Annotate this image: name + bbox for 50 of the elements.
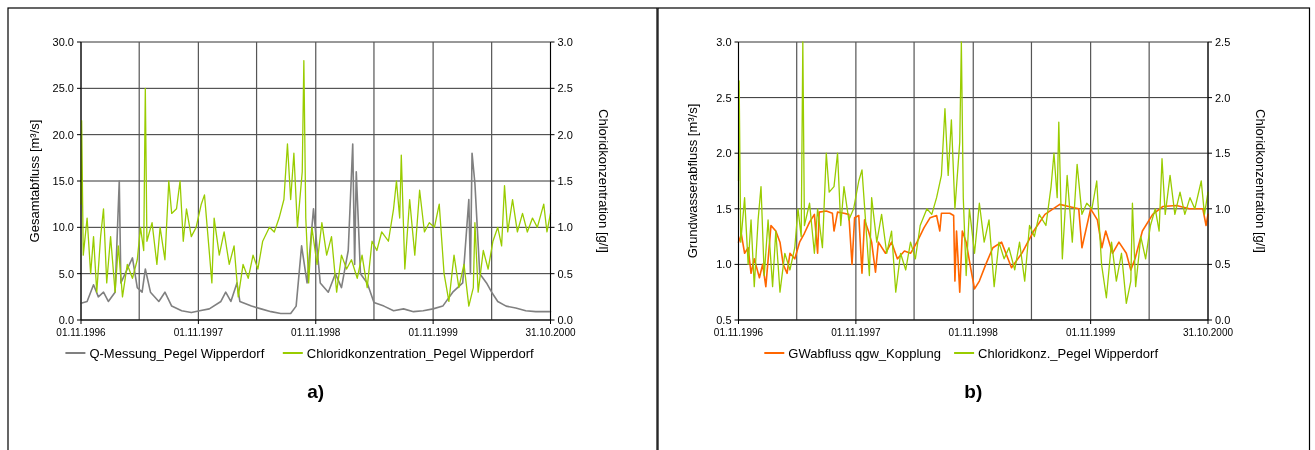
y2-tick-label: 1.0 [1215, 202, 1231, 215]
x-tick-label: 01.11.1998 [948, 327, 999, 338]
y-axis-title: Grundwasserabfluss [m³/s] [684, 103, 700, 259]
y2-tick-label: 0.5 [1215, 258, 1231, 271]
line-series [737, 203, 1209, 293]
y-tick-label: 10.0 [52, 221, 74, 234]
line-series [737, 41, 1209, 304]
y2-tick-label: 2.0 [1215, 91, 1231, 104]
y-tick-label: 1.5 [716, 202, 732, 215]
y2-tick-label: 2.5 [1215, 36, 1231, 48]
x-tick-label: 01.11.1999 [408, 327, 459, 338]
y2-tick-label: 0.0 [557, 314, 573, 326]
y2-tick-label: 1.5 [557, 175, 573, 187]
y-axis-title: Gesamtabfluss [m³/s] [27, 119, 42, 243]
y-tick-label: 15.0 [52, 175, 74, 187]
legend-label: GWabfluss qgw_Kopplung [788, 346, 942, 361]
y-tick-label: 3.0 [716, 36, 732, 48]
y2-tick-label: 3.0 [557, 36, 573, 48]
x-tick-label: 31.10.2000 [525, 327, 576, 338]
legend-label: Chloridkonz._Pegel Wipperdorf [978, 346, 1159, 361]
x-tick-label: 31.10.2000 [1182, 327, 1234, 338]
y2-tick-label: 1.5 [1215, 147, 1231, 160]
y2-tick-label: 0.0 [1215, 314, 1231, 326]
y-tick-label: 0.5 [716, 314, 732, 326]
y-tick-label: 25.0 [52, 82, 74, 95]
legend-label: Chloridkonzentration_Pegel Wipperdorf [306, 346, 535, 361]
y2-tick-label: 0.5 [557, 267, 573, 280]
y2-tick-label: 2.5 [557, 82, 573, 95]
x-tick-label: 01.11.1997 [831, 327, 881, 338]
y-tick-label: 0.0 [58, 314, 74, 326]
x-tick-label: 01.11.1999 [1065, 327, 1116, 338]
y-tick-label: 2.0 [716, 147, 732, 160]
x-tick-label: 01.11.1998 [291, 327, 341, 338]
y2-tick-label: 2.0 [557, 128, 573, 141]
y2-tick-label: 1.0 [557, 221, 573, 234]
y-tick-label: 20.0 [52, 128, 74, 141]
y-tick-label: 2.5 [716, 91, 732, 104]
text: b) [964, 381, 983, 402]
y2-axis-title: Chloridkonzentration [g/l] [595, 109, 611, 253]
y-tick-label: 5.0 [58, 267, 74, 280]
x-tick-label: 01.11.1997 [173, 327, 224, 338]
y-tick-label: 30.0 [52, 36, 74, 48]
x-tick-label: 01.11.1996 [713, 327, 764, 338]
line-series [80, 59, 552, 307]
y-tick-label: 1.0 [716, 258, 732, 271]
x-tick-label: 01.11.1996 [56, 327, 107, 338]
y2-axis-title: Chloridkonzentration [g/l] [1253, 109, 1268, 253]
line-series [80, 143, 552, 315]
legend-label: Q-Messung_Pegel Wipperdorf [89, 346, 265, 361]
text: a) [307, 381, 325, 402]
